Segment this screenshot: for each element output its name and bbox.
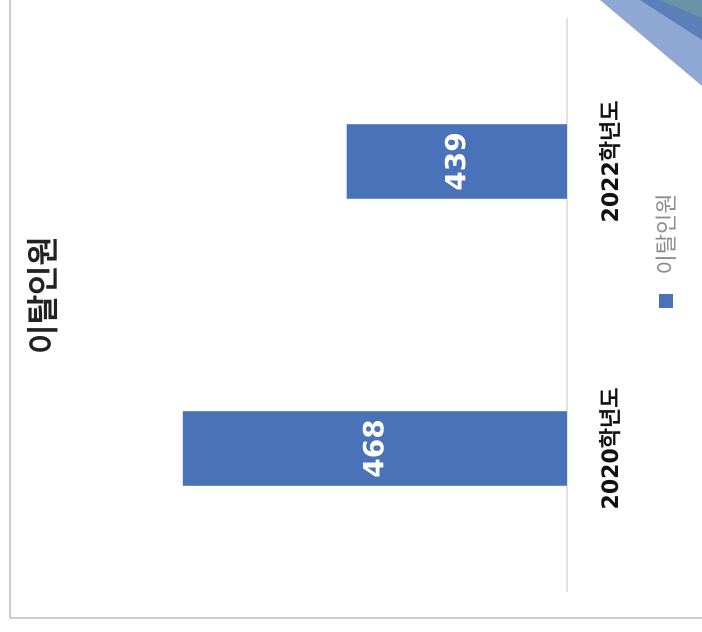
chart-title: 이탈인원	[24, 236, 62, 354]
frame	[9, 0, 702, 619]
legend-label: 이탈인원	[655, 194, 680, 275]
decoration	[660, 0, 702, 18]
value-label: 468	[357, 419, 390, 477]
category-label: 2022학년도	[599, 101, 624, 223]
category-label: 2020학년도	[599, 388, 624, 510]
bar	[182, 411, 568, 486]
bar	[346, 124, 567, 199]
value-label: 439	[439, 132, 472, 190]
legend-swatch	[659, 294, 673, 308]
